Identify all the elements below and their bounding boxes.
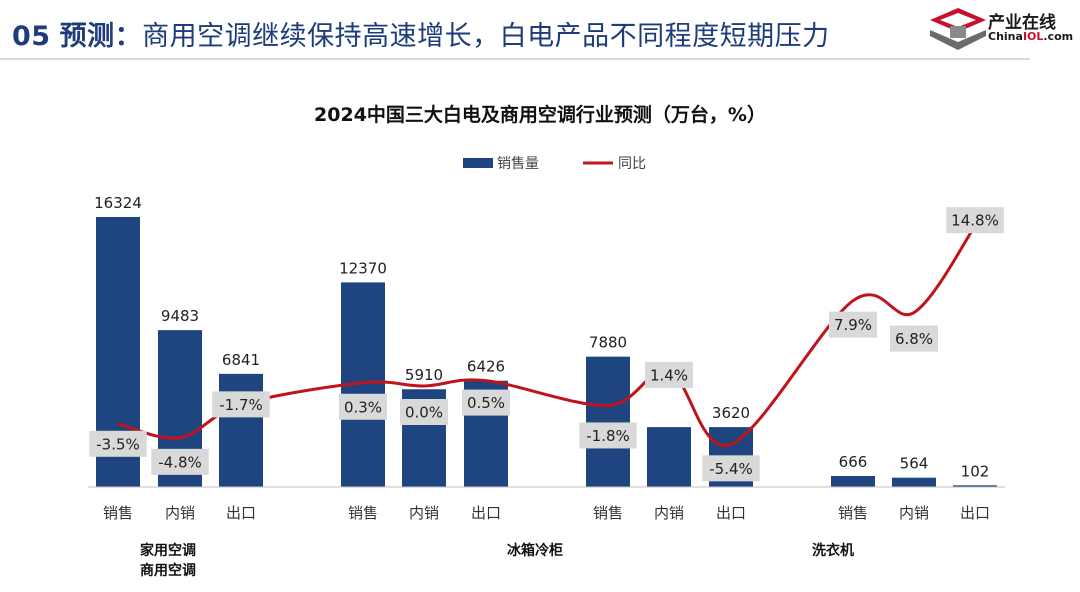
category-label-9: 销售 — [838, 504, 868, 522]
yoy-label-box-3 — [339, 393, 387, 420]
yoy-label-box-8 — [702, 455, 760, 482]
category-label-0: 销售 — [103, 504, 133, 522]
yoy-label-box-10 — [890, 325, 938, 352]
category-label-10: 内销 — [899, 504, 929, 522]
chart-title: 2024中国三大白电及商用空调行业预测（万台，%） — [314, 103, 766, 126]
yoy-label-11: 14.8% — [951, 212, 999, 230]
category-label-2: 出口 — [226, 504, 256, 522]
bar-value-label-10: 564 — [900, 455, 929, 473]
bar-value-label-0: 16324 — [94, 194, 142, 212]
bar-value-label-4: 5910 — [405, 366, 443, 384]
yoy-label-7: 1.4% — [650, 366, 688, 384]
group-label-0-0: 家用空调 — [140, 542, 196, 559]
yoy-label-3: 0.3% — [344, 398, 382, 416]
category-label-7: 内销 — [654, 504, 684, 522]
category-label-11: 出口 — [960, 504, 990, 522]
section-label: 预测： — [59, 21, 143, 52]
bar-6 — [586, 356, 630, 487]
yoy-label-box-2 — [212, 391, 270, 418]
bar-2 — [219, 373, 263, 487]
yoy-label-box-7 — [645, 361, 693, 388]
yoy-label-8: -5.4% — [709, 460, 753, 478]
legend-bar-swatch — [463, 158, 493, 168]
category-label-6: 销售 — [593, 504, 623, 522]
yoy-label-0: -3.5% — [96, 435, 140, 453]
bar-value-label-8: 3620 — [712, 404, 750, 422]
yoy-label-10: 6.8% — [895, 330, 933, 348]
bar-7 — [647, 427, 691, 487]
logo-text-cn: 产业在线 — [988, 13, 1056, 33]
legend-bar-label: 销售量 — [497, 156, 539, 172]
bar-value-label-5: 6426 — [467, 358, 505, 376]
bar-value-label-6: 7880 — [589, 334, 627, 352]
logo-text-en: ChinaIOL.com — [988, 30, 1074, 43]
yoy-label-box-5 — [462, 389, 510, 416]
group-label-1-0: 冰箱冷柜 — [507, 542, 563, 559]
yoy-label-4: 0.0% — [405, 404, 443, 422]
section-title-text: 商用空调继续保持高速增长，白电产品不同程度短期压力 — [142, 21, 830, 52]
page-title: 05 预测：商用空调继续保持高速增长，白电产品不同程度短期压力 — [12, 14, 830, 53]
yoy-label-9: 7.9% — [834, 316, 872, 334]
header-divider — [0, 58, 1030, 60]
yoy-label-2: -1.7% — [219, 396, 263, 414]
yoy-label-box-4 — [400, 399, 448, 425]
yoy-label-box-9 — [829, 311, 877, 338]
bar-value-label-11: 102 — [961, 462, 990, 480]
category-label-1: 内销 — [165, 504, 195, 522]
bar-value-label-2: 6841 — [222, 351, 260, 369]
bar-value-label-9: 666 — [839, 453, 868, 471]
legend-line-label: 同比 — [618, 156, 646, 172]
bar-9 — [831, 475, 875, 487]
yoy-label-box-11 — [946, 207, 1004, 234]
bar-10 — [892, 477, 936, 487]
yoy-label-5: 0.5% — [467, 394, 505, 412]
section-number: 05 — [12, 21, 51, 52]
category-label-3: 销售 — [348, 504, 378, 522]
bar-value-label-3: 12370 — [339, 259, 387, 277]
group-label-2-0: 洗衣机 — [812, 542, 854, 559]
yoy-label-box-6 — [579, 422, 637, 449]
yoy-label-6: -1.8% — [586, 427, 630, 445]
bar-value-label-1: 9483 — [161, 307, 199, 325]
category-label-8: 出口 — [716, 504, 746, 522]
group-label-0-1: 商用空调 — [140, 562, 196, 579]
category-label-4: 内销 — [409, 504, 439, 522]
yoy-label-box-1 — [151, 448, 209, 475]
yoy-label-box-0 — [89, 430, 147, 457]
bar-11 — [953, 485, 997, 487]
house-diamond-logo-icon — [930, 8, 986, 50]
category-label-5: 出口 — [471, 504, 501, 522]
yoy-label-1: -4.8% — [158, 453, 202, 471]
